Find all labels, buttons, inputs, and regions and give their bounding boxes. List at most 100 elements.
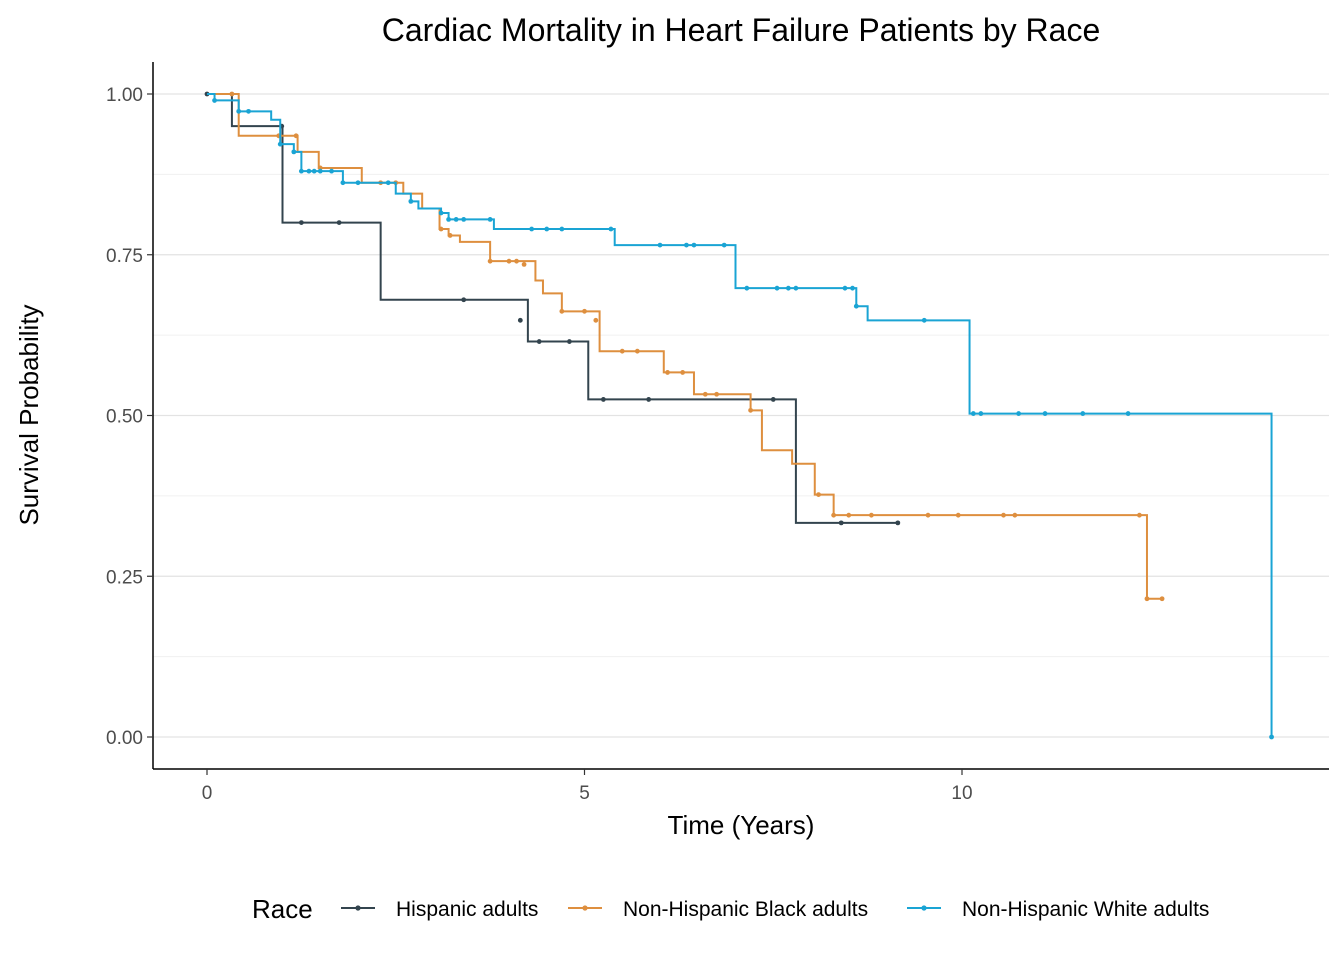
censor-point xyxy=(1159,596,1165,602)
censor-point xyxy=(1016,411,1022,416)
censor-point xyxy=(680,370,686,375)
grid xyxy=(153,93,1329,738)
censor-point xyxy=(229,91,235,97)
censor-point xyxy=(293,133,299,139)
censor-point xyxy=(970,411,976,416)
x-axis-title: Time (Years) xyxy=(668,810,815,840)
survival-curve xyxy=(207,93,1163,600)
censor-point xyxy=(665,370,670,375)
censor-point xyxy=(955,512,961,518)
censor-point xyxy=(619,348,625,354)
censor-point xyxy=(593,317,599,323)
censor-point xyxy=(582,308,587,314)
y-tick-label: 0.50 xyxy=(106,407,143,428)
censor-point xyxy=(246,108,251,114)
x-tick-label: 10 xyxy=(951,783,972,804)
censor-point xyxy=(721,242,727,248)
legend-key-point xyxy=(921,905,927,911)
censor-point xyxy=(487,258,493,264)
censor-point xyxy=(600,397,606,402)
censor-point xyxy=(850,285,855,291)
legend-label: Non-Hispanic Black adults xyxy=(623,898,868,921)
censor-point xyxy=(487,216,493,222)
censor-point xyxy=(714,391,720,397)
censor-point xyxy=(385,180,391,186)
legend-label: Hispanic adults xyxy=(396,898,538,921)
x-tick-label: 5 xyxy=(579,783,590,804)
censor-point xyxy=(895,520,901,526)
censor-point xyxy=(291,149,297,155)
censor-point xyxy=(853,303,859,309)
censor-point xyxy=(559,308,565,314)
censor-point xyxy=(646,397,652,402)
censor-point xyxy=(408,198,414,204)
censor-point xyxy=(340,180,346,186)
censor-point xyxy=(438,210,444,216)
censor-point xyxy=(298,220,304,226)
censor-point xyxy=(921,317,927,323)
censor-point xyxy=(355,180,361,186)
censor-point xyxy=(521,261,527,267)
y-tick-label: 0.00 xyxy=(106,728,143,749)
censor-point xyxy=(1042,411,1048,416)
censor-point xyxy=(793,285,799,291)
y-tick-label: 1.00 xyxy=(106,85,143,106)
censor-point xyxy=(702,391,708,397)
censor-point xyxy=(869,512,874,518)
censor-point xyxy=(846,512,852,518)
censor-point xyxy=(311,168,317,174)
censor-point xyxy=(298,168,304,174)
censor-point xyxy=(317,168,323,174)
censor-point xyxy=(559,226,565,232)
censor-point xyxy=(774,285,780,291)
censor-point xyxy=(831,512,837,518)
censor-point xyxy=(438,226,444,232)
legend-title: Race xyxy=(252,894,313,924)
censor-point xyxy=(1012,512,1018,518)
censor-point xyxy=(744,285,750,291)
series-1 xyxy=(204,91,901,526)
censor-point xyxy=(506,258,512,264)
censor-point xyxy=(1269,734,1274,740)
censor-point xyxy=(446,216,451,222)
series-2 xyxy=(207,91,1165,602)
censor-point xyxy=(925,512,931,518)
legend: Race Hispanic adults Non-Hispanic Black a… xyxy=(252,894,1209,924)
censor-point xyxy=(306,168,312,174)
censor-point xyxy=(770,397,776,402)
series-layer xyxy=(204,91,1274,740)
censor-point xyxy=(1080,411,1086,416)
legend-item: Non-Hispanic Black adults xyxy=(568,898,868,921)
censor-point xyxy=(816,492,821,497)
series-3 xyxy=(207,93,1274,740)
censor-point xyxy=(978,411,984,416)
legend-item: Non-Hispanic White adults xyxy=(907,898,1209,921)
x-tick-label: 0 xyxy=(202,783,213,804)
censor-point xyxy=(1137,512,1142,518)
y-tick-label: 0.75 xyxy=(106,246,143,267)
legend-key-point xyxy=(355,905,361,911)
censor-point xyxy=(544,226,550,232)
censor-point xyxy=(785,285,791,291)
censor-point xyxy=(1144,596,1150,602)
survival-curve xyxy=(207,93,1273,737)
censor-point xyxy=(212,98,217,103)
censor-point xyxy=(608,226,614,232)
censor-point xyxy=(277,141,283,147)
survival-curve xyxy=(207,93,898,524)
legend-label: Non-Hispanic White adults xyxy=(962,898,1209,921)
censor-point xyxy=(1125,411,1131,416)
y-axis-title: Survival Probability xyxy=(14,304,44,525)
censor-point xyxy=(336,220,342,226)
censor-point xyxy=(748,407,753,413)
censor-point xyxy=(684,242,689,248)
censor-point xyxy=(329,168,334,174)
y-tick-label: 0.25 xyxy=(106,567,143,588)
legend-key-point xyxy=(582,905,588,911)
legend-item: Hispanic adults xyxy=(341,898,538,921)
censor-point xyxy=(461,297,467,303)
censor-point xyxy=(838,520,844,526)
y-axis-ticks: 0.00 0.25 0.50 0.75 1.00 xyxy=(106,85,153,749)
censor-point xyxy=(842,285,848,291)
